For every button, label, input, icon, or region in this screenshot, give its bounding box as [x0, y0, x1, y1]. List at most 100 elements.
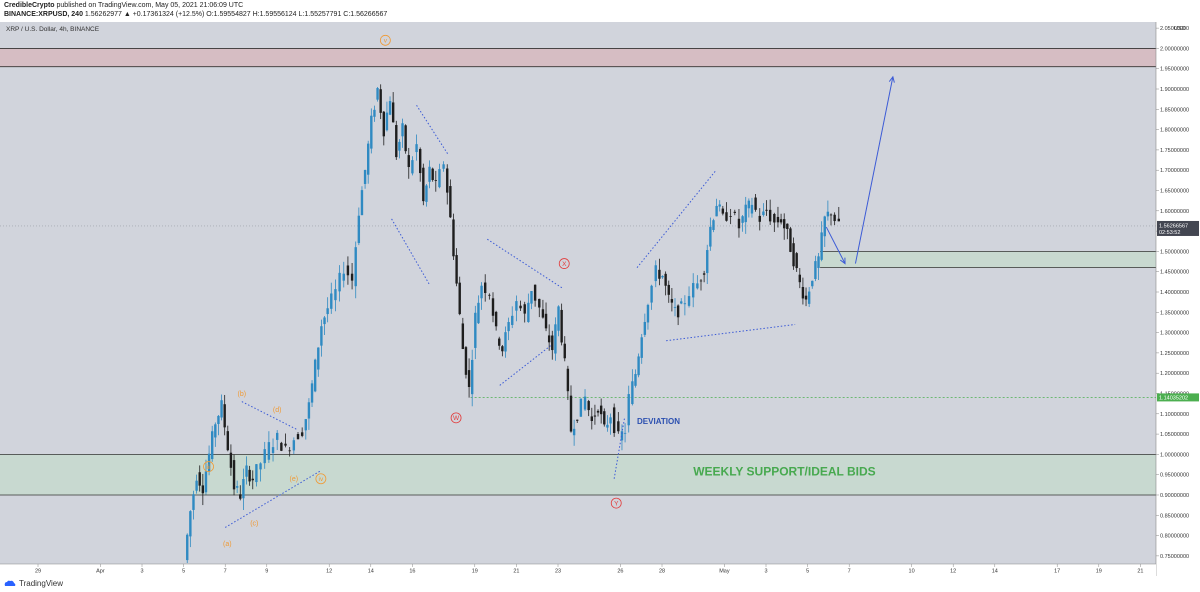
time-tick-label: 14: [992, 569, 998, 575]
time-tick-label: 23: [555, 569, 561, 575]
time-tick-label: 7: [224, 569, 227, 575]
time-tick-label: 12: [950, 569, 956, 575]
candle-body: [817, 256, 820, 268]
candle-body: [692, 283, 695, 298]
ticker-symbol: BINANCE:XRPUSD, 240: [4, 11, 83, 18]
candle-body: [326, 308, 329, 315]
candle-body: [811, 280, 814, 287]
wave-label: (b): [238, 391, 247, 398]
candle-body: [754, 197, 757, 210]
candle-body: [829, 214, 833, 216]
candle-body: [612, 407, 616, 434]
candle-body: [434, 180, 437, 181]
candle-body: [590, 416, 593, 422]
ticker-line: BINANCE:XRPUSD, 240 1.56262977 ▲ +0.1736…: [4, 11, 387, 18]
candle-body: [461, 323, 465, 350]
candle-body: [527, 302, 530, 322]
candle-body: [357, 215, 361, 244]
candle-body: [467, 370, 471, 388]
candle-body: [696, 283, 699, 289]
candle-body: [276, 432, 279, 440]
wave-label-circle: [450, 412, 462, 424]
price-tick-label: 1.45000000: [1160, 270, 1189, 276]
candle-body: [789, 228, 792, 252]
price-tick-label: 1.90000000: [1160, 87, 1189, 93]
wave-label: iv: [319, 476, 324, 483]
candle-body: [721, 208, 725, 214]
candle-body: [783, 219, 786, 229]
candle-body: [449, 186, 452, 218]
candle-body: [667, 284, 670, 295]
candle-body: [334, 289, 337, 301]
candle-body: [683, 303, 687, 305]
candle-body: [515, 301, 518, 311]
candle-body: [330, 293, 333, 309]
candle-body: [646, 304, 650, 323]
axis-unit: USD: [1174, 26, 1186, 32]
candle-body: [471, 359, 474, 395]
candle-body: [599, 405, 603, 415]
price-tick-label: 1.30000000: [1160, 331, 1189, 337]
candle-body: [428, 166, 431, 182]
candle-body: [464, 347, 468, 375]
time-tick-label: 19: [472, 569, 478, 575]
wave-label-circle: [315, 473, 327, 485]
time-tick-label: 14: [368, 569, 374, 575]
wave-label: (e): [290, 476, 299, 483]
candle-body: [458, 282, 461, 315]
trendlines-layer: [224, 75, 895, 528]
wave-label-circle: [610, 497, 622, 509]
candle-body: [267, 442, 271, 460]
candle-body: [733, 211, 736, 213]
candle-body: [251, 478, 254, 481]
candle-body: [323, 317, 326, 325]
wave-label: (c): [250, 521, 258, 528]
candle-body: [488, 294, 491, 296]
candle-body: [226, 431, 229, 451]
candle-body: [807, 291, 811, 304]
projection-arrowhead: [888, 75, 895, 83]
brand-label: TradingView: [19, 579, 64, 588]
candle-body: [211, 431, 214, 460]
candle-body: [837, 218, 840, 222]
candle-body: [354, 247, 357, 287]
wave-label: X: [562, 261, 567, 268]
candle-body: [572, 428, 576, 436]
time-tick-label: 21: [513, 569, 519, 575]
candle-body: [606, 424, 609, 428]
candle-body: [762, 211, 765, 216]
candle-body: [541, 309, 545, 318]
candle-body: [404, 125, 407, 152]
time-tick-label: 7: [848, 569, 851, 575]
candle-body: [792, 243, 795, 267]
tradingview-logo[interactable]: TradingView: [4, 579, 63, 588]
candle-body: [419, 149, 422, 174]
candle-body: [382, 111, 385, 137]
candle-body: [587, 401, 590, 411]
candle-body: [744, 204, 747, 223]
candle-body: [741, 216, 744, 223]
price-tick-label: 2.05000000: [1160, 26, 1189, 32]
candle-body: [709, 226, 712, 247]
publisher-name[interactable]: CredibleCrypto: [4, 2, 55, 9]
candle-body: [593, 415, 597, 417]
candle-body: [747, 200, 751, 209]
time-axis[interactable]: 29 Apr 3 5 7 9 12 14 16 19 21 23 26 28 May 3 5 7 10 12 14 17 1…: [0, 563, 1156, 576]
time-tick-label: 21: [1137, 569, 1143, 575]
candle-body: [533, 284, 537, 301]
footer: TradingView: [0, 576, 1200, 592]
candle-body: [376, 88, 379, 100]
candle-body: [189, 511, 192, 537]
candle-body: [391, 102, 395, 123]
chart-title: XRP / U.S. Dollar, 4h, BINANCE: [6, 26, 100, 33]
candle-body: [676, 305, 680, 318]
tradingview-cloud-icon: [4, 580, 16, 586]
projection-line: [854, 76, 894, 264]
candle-body: [637, 356, 640, 376]
price-tick-label: 1.00000000: [1160, 452, 1189, 458]
price-tick-label: 1.80000000: [1160, 128, 1189, 134]
deviation-label: DEVIATION: [637, 417, 680, 426]
candle-body: [255, 464, 258, 483]
